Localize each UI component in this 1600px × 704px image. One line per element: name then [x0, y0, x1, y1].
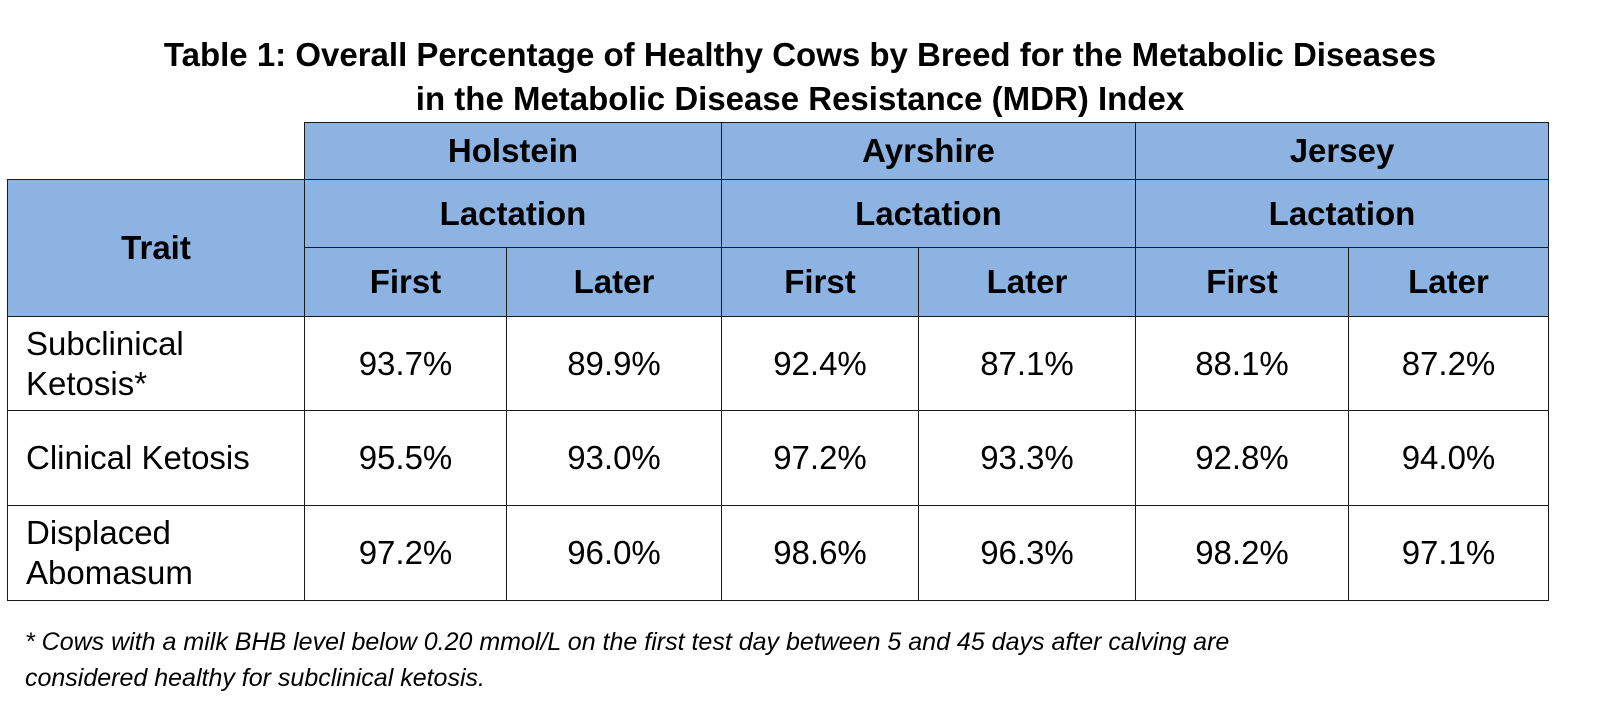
parity-header-row: First Later First Later First Later	[8, 247, 1549, 317]
value-cell: 89.9%	[506, 316, 722, 411]
value-cell: 87.1%	[918, 316, 1136, 411]
trait-cell-displaced-abomasum: Displaced Abomasum	[7, 505, 305, 601]
table-title-line-2: in the Metabolic Disease Resistance (MDR…	[415, 80, 1185, 117]
table-row: Subclinical Ketosis* 93.7% 89.9% 92.4% 8…	[7, 316, 1549, 411]
trait-label-line-1: Clinical Ketosis	[26, 439, 250, 476]
value-cell: 92.4%	[721, 316, 919, 411]
value-cell: 92.8%	[1135, 410, 1349, 506]
value-cell: 97.2%	[721, 410, 919, 506]
value-cell: 96.3%	[918, 505, 1136, 601]
trait-label-line-1: Displaced	[26, 514, 171, 551]
trait-label-line-1: Subclinical	[26, 324, 184, 362]
breed-header-holstein: Holstein	[304, 122, 722, 180]
trait-label-line-2: Abomasum	[26, 554, 193, 591]
value-cell: 97.2%	[304, 505, 507, 601]
later-header-holstein: Later	[506, 247, 722, 317]
value-cell: 87.2%	[1348, 316, 1549, 411]
later-header-jersey: Later	[1348, 247, 1549, 317]
trait-cell-subclinical-ketosis: Subclinical Ketosis*	[7, 316, 305, 411]
trait-header: Trait	[7, 179, 305, 317]
breed-header-ayrshire: Ayrshire	[721, 122, 1136, 180]
healthy-cows-table: Holstein Ayrshire Jersey Trait Lactation…	[7, 122, 1549, 601]
lactation-header-ayrshire: Lactation	[721, 179, 1136, 248]
first-header-holstein: First	[304, 247, 507, 317]
value-cell: 93.7%	[304, 316, 507, 411]
breed-header-jersey: Jersey	[1135, 122, 1549, 180]
table-row: Clinical Ketosis 95.5% 93.0% 97.2% 93.3%…	[7, 410, 1549, 506]
lactation-header-row: Trait Lactation Lactation Lactation	[7, 179, 1549, 317]
value-cell: 95.5%	[304, 410, 507, 506]
corner-cell	[7, 122, 305, 180]
footnote-line-1: * Cows with a milk BHB level below 0.20 …	[25, 628, 1230, 656]
footnote-line-2: considered healthy for subclinical ketos…	[25, 664, 485, 692]
trait-label-line-2: Ketosis*	[26, 364, 148, 402]
value-cell: 97.1%	[1348, 505, 1549, 601]
value-cell: 98.2%	[1135, 505, 1349, 601]
value-cell: 98.6%	[721, 505, 919, 601]
value-cell: 94.0%	[1348, 410, 1549, 506]
trait-cell-clinical-ketosis: Clinical Ketosis	[7, 410, 305, 506]
value-cell: 96.0%	[506, 505, 722, 601]
table-footnote: * Cows with a milk BHB level below 0.20 …	[25, 624, 1585, 696]
value-cell: 93.3%	[918, 410, 1136, 506]
lactation-header-jersey: Lactation	[1135, 179, 1549, 248]
table-row: Displaced Abomasum 97.2% 96.0% 98.6% 96.…	[7, 505, 1549, 601]
lactation-header-holstein: Lactation	[304, 179, 722, 248]
later-header-ayrshire: Later	[918, 247, 1136, 317]
first-header-jersey: First	[1135, 247, 1349, 317]
value-cell: 93.0%	[506, 410, 722, 506]
table-title-line-1: Table 1: Overall Percentage of Healthy C…	[163, 36, 1437, 73]
table-title: Table 1: Overall Percentage of Healthy C…	[0, 33, 1600, 121]
first-header-ayrshire: First	[721, 247, 919, 317]
value-cell: 88.1%	[1135, 316, 1349, 411]
breed-header-row: Holstein Ayrshire Jersey	[7, 122, 1549, 180]
